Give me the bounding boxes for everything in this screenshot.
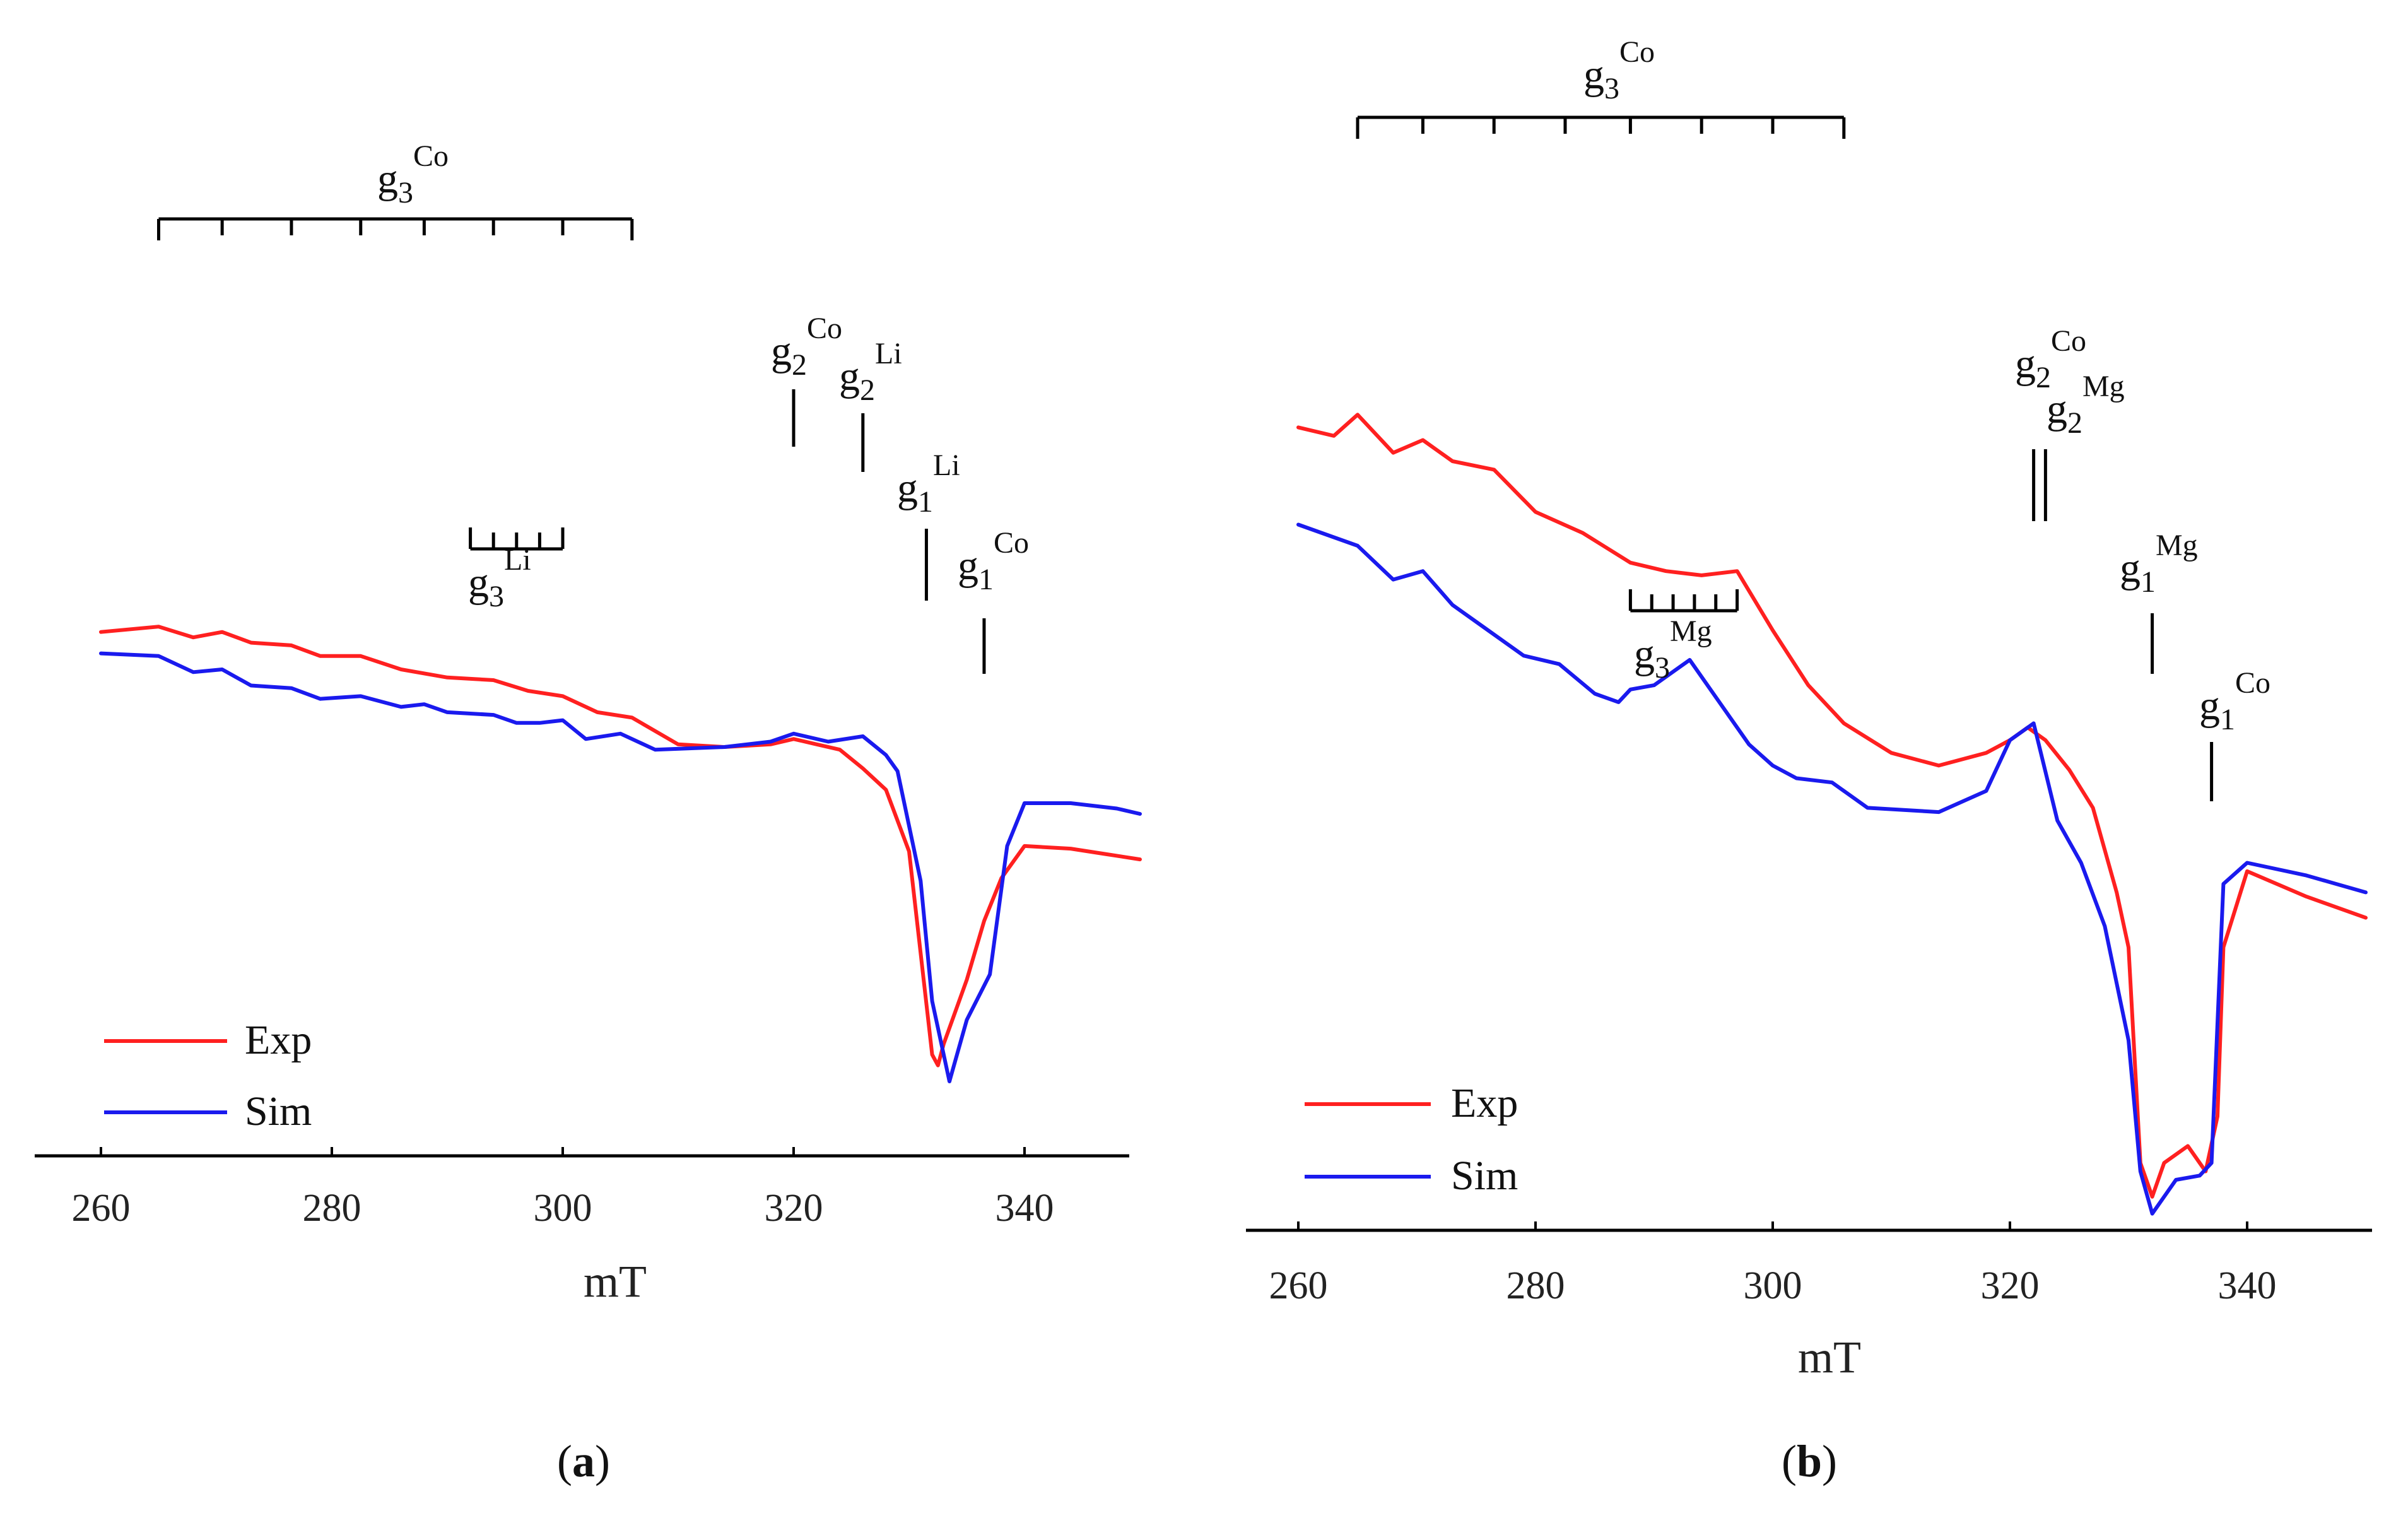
panel-a-legend-sim-label: Sim xyxy=(245,1088,312,1134)
panel-b-annotation-lines xyxy=(1356,115,2214,801)
panel-a-label-g2li: g2Li xyxy=(839,337,902,407)
chart-panel-a: 260 280 300 320 340 mT Exp Sim g3Co g3Li… xyxy=(35,139,1142,1486)
panel-b-x-axis-title: mT xyxy=(1798,1332,1861,1382)
panel-a-tick-label-0: 260 xyxy=(72,1187,131,1230)
panel-a-x-axis-title: mT xyxy=(584,1256,647,1307)
panel-a-tick-label-3: 320 xyxy=(765,1187,823,1230)
panel-a-tick-label-2: 300 xyxy=(534,1187,592,1230)
panel-a-series-exp-line xyxy=(99,625,1142,1068)
panel-b-subfigure-label: (b) xyxy=(1782,1436,1837,1486)
panel-a-subfigure-label: (a) xyxy=(557,1436,610,1486)
panel-a-series-sim-line xyxy=(99,651,1142,1083)
panel-b-tick-label-2: 300 xyxy=(1744,1264,1802,1307)
panel-b-tick-label-0: 260 xyxy=(1269,1264,1328,1307)
panel-b-label-g1co: g1Co xyxy=(2199,666,2270,736)
panel-b-label-g2mg: g2Mg xyxy=(2047,370,2125,440)
panel-a-label-g3li: g3Li xyxy=(468,543,531,613)
panel-b-label-g1mg: g1Mg xyxy=(2120,529,2198,599)
panel-b-label-g3mg: g3Mg xyxy=(1634,615,1712,685)
panel-b-legend-exp-label: Exp xyxy=(1451,1080,1518,1126)
panel-a-label-g3co: g3Co xyxy=(377,139,449,209)
panel-b-tick-label-3: 320 xyxy=(1981,1264,2040,1307)
panel-b-label-g3co: g3Co xyxy=(1583,35,1655,105)
panel-a-annotation-lines xyxy=(157,217,986,674)
panel-a-tick-label-4: 340 xyxy=(996,1187,1054,1230)
panel-a-series xyxy=(99,625,1142,1083)
panel-a-label-g1li: g1Li xyxy=(897,449,960,519)
panel-a-label-g1co: g1Co xyxy=(958,526,1029,596)
panel-a-legend-exp-label: Exp xyxy=(245,1017,312,1063)
panel-b-tick-label-4: 340 xyxy=(2218,1264,2277,1307)
panel-b-series-sim-line xyxy=(1296,522,2368,1216)
chart-panel-b: 260 280 300 320 340 mT Exp Sim g3Co g3Mg… xyxy=(1246,35,2372,1486)
panel-a-tick-label-1: 280 xyxy=(303,1187,361,1230)
panel-b-tick-label-1: 280 xyxy=(1506,1264,1565,1307)
panel-b-label-g2co: g2Co xyxy=(2015,324,2086,394)
panel-b-legend-sim-label: Sim xyxy=(1451,1153,1518,1199)
panel-b-series xyxy=(1296,413,2368,1216)
panel-b-series-exp-line xyxy=(1296,413,2368,1199)
panel-a-label-g2co: g2Co xyxy=(771,312,842,382)
